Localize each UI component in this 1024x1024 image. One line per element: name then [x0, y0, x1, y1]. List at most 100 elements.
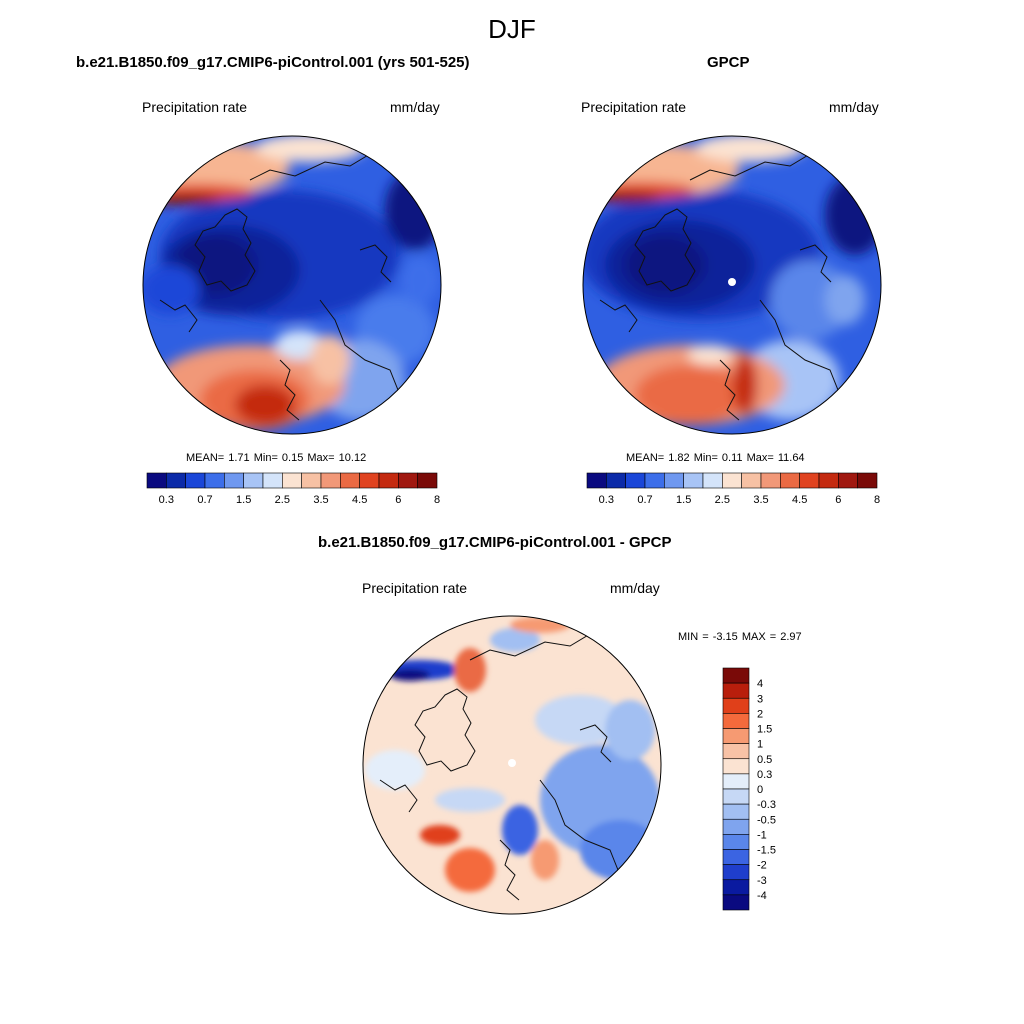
- colorbar-obs-tick-label: 3.5: [753, 494, 768, 506]
- colorbar-model-swatch: [185, 472, 206, 489]
- map-diff: [363, 616, 661, 914]
- colorbar-obs-swatch: [606, 472, 626, 489]
- colorbar-model-swatch: [224, 472, 244, 489]
- colorbar-obs-tick-label: 2.5: [715, 494, 730, 506]
- map-obs: [583, 136, 881, 434]
- panel-model-units: mm/day: [390, 99, 440, 115]
- colorbar-diff-swatch: [722, 697, 750, 714]
- colorbar-diff-tick-label: 0.3: [757, 769, 772, 781]
- colorbar-obs: 0.3 0.7 1.5 2.5 3.5 4.5 6 8: [586, 472, 880, 506]
- colorbar-model-swatch: [398, 472, 418, 489]
- colorbar-diff-tick-label: 0.5: [757, 754, 772, 766]
- colorbar-obs-swatch: [799, 472, 820, 489]
- colorbar-model-tick-label: 0.3: [159, 494, 174, 506]
- colorbar-diff-tick-label: -1: [757, 829, 767, 841]
- colorbar-model-tick-label: 8: [434, 494, 440, 506]
- colorbar-diff-tick-label: -2: [757, 860, 767, 872]
- colorbar-obs-tick-label: 6: [835, 494, 841, 506]
- colorbar-obs-tick-label: 0.7: [637, 494, 652, 506]
- panel-model-stats: MEAN= 1.71 Min= 0.15 Max= 10.12: [186, 452, 367, 464]
- colorbar-obs-tick-label: 0.3: [599, 494, 614, 506]
- colorbar-model-swatch: [378, 472, 399, 489]
- colorbar-obs-swatch: [780, 472, 800, 489]
- colorbar-model-tick-label: 6: [395, 494, 401, 506]
- colorbar-model-swatch: [301, 472, 322, 489]
- colorbar-diff-swatch: [722, 849, 750, 865]
- map-model: [143, 136, 441, 434]
- colorbar-obs-swatch: [625, 472, 646, 489]
- colorbar-obs-tick-label: 4.5: [792, 494, 807, 506]
- colorbar-obs-swatch: [857, 472, 878, 489]
- colorbar-model: 0.3 0.7 1.5 2.5 3.5 4.5 6 8: [146, 472, 440, 506]
- map-model-border: [142, 135, 442, 435]
- colorbar-model-swatch: [243, 472, 264, 489]
- colorbar-obs-tick-label: 8: [874, 494, 880, 506]
- panel-model-title: b.e21.B1850.f09_g17.CMIP6-piControl.001 …: [76, 54, 470, 71]
- colorbar-diff-swatch: [722, 864, 750, 881]
- colorbar-diff-tick-label: 1.5: [757, 724, 772, 736]
- panel-obs-stats: MEAN= 1.82 Min= 0.11 Max= 11.64: [626, 452, 805, 464]
- colorbar-diff: 4 3 2 1.5 1 0.5 0.3 0 -0.3 -0.5 -1 -1.5 -2 -3 -4: [722, 667, 776, 911]
- colorbar-diff-swatch: [722, 758, 750, 775]
- colorbar-diff-swatch: [722, 818, 750, 835]
- colorbar-obs-swatch: [818, 472, 839, 489]
- colorbar-model-tick-label: 2.5: [275, 494, 290, 506]
- colorbar-diff-swatch: [722, 788, 750, 805]
- colorbar-diff-swatch: [722, 773, 750, 790]
- colorbar-obs-swatch: [586, 472, 607, 489]
- colorbar-model-swatch: [262, 472, 283, 489]
- colorbar-model-tick-label: 1.5: [236, 494, 251, 506]
- colorbar-model-swatch: [204, 472, 225, 489]
- panel-obs-title: GPCP: [707, 54, 750, 71]
- map-obs-border: [582, 135, 882, 435]
- colorbar-model-swatch: [282, 472, 302, 489]
- panel-model-variable: Precipitation rate: [142, 99, 248, 115]
- colorbar-obs-tick-label: 1.5: [676, 494, 691, 506]
- colorbar-diff-tick-label: 4: [757, 678, 763, 690]
- colorbar-diff-tick-label: -0.5: [757, 814, 776, 826]
- colorbar-diff-swatch: [722, 713, 750, 729]
- colorbar-diff-tick-label: 0: [757, 784, 763, 796]
- colorbar-obs-swatch: [760, 472, 781, 489]
- colorbar-diff-tick-label: 3: [757, 693, 763, 705]
- panel-diff-units: mm/day: [610, 580, 660, 596]
- map-diff-border: [362, 615, 662, 915]
- colorbar-model-swatch: [146, 472, 167, 489]
- colorbar-obs-swatch: [741, 472, 762, 489]
- colorbar-diff-tick-label: 2: [757, 708, 763, 720]
- colorbar-diff-swatch: [722, 894, 750, 911]
- panel-obs-variable: Precipitation rate: [581, 99, 687, 115]
- colorbar-diff-swatch: [722, 803, 750, 820]
- colorbar-obs-swatch: [702, 472, 723, 489]
- colorbar-model-swatch: [359, 472, 380, 489]
- colorbar-diff-tick-label: 1: [757, 739, 763, 751]
- colorbar-obs-swatch: [664, 472, 684, 489]
- panel-obs-units: mm/day: [829, 99, 879, 115]
- colorbar-diff-swatch: [722, 834, 750, 850]
- colorbar-obs-swatch: [644, 472, 665, 489]
- colorbar-model-tick-label: 3.5: [313, 494, 328, 506]
- colorbar-model-tick-label: 0.7: [197, 494, 212, 506]
- colorbar-diff-swatch: [722, 728, 750, 744]
- colorbar-model-swatch: [417, 472, 438, 489]
- colorbar-model-swatch: [166, 472, 186, 489]
- colorbar-model-tick-label: 4.5: [352, 494, 367, 506]
- panel-diff-title: b.e21.B1850.f09_g17.CMIP6-piControl.001 …: [318, 534, 672, 551]
- colorbar-diff-tick-label: -4: [757, 890, 767, 902]
- colorbar-model-swatch: [340, 472, 360, 489]
- colorbar-diff-tick-label: -3: [757, 875, 767, 887]
- season-title: DJF: [488, 14, 536, 44]
- colorbar-obs-swatch: [838, 472, 858, 489]
- colorbar-diff-swatch: [722, 667, 750, 684]
- colorbar-diff-tick-label: -0.3: [757, 799, 776, 811]
- panel-diff-stats: MIN = -3.15 MAX = 2.97: [678, 631, 802, 643]
- colorbar-diff-swatch: [722, 682, 750, 699]
- colorbar-diff-tick-label: -1.5: [757, 845, 776, 857]
- colorbar-obs-swatch: [683, 472, 704, 489]
- colorbar-model-swatch: [320, 472, 341, 489]
- panel-diff-variable: Precipitation rate: [362, 580, 468, 596]
- colorbar-diff-swatch: [722, 879, 750, 896]
- colorbar-obs-swatch: [722, 472, 742, 489]
- colorbar-diff-swatch: [722, 743, 750, 760]
